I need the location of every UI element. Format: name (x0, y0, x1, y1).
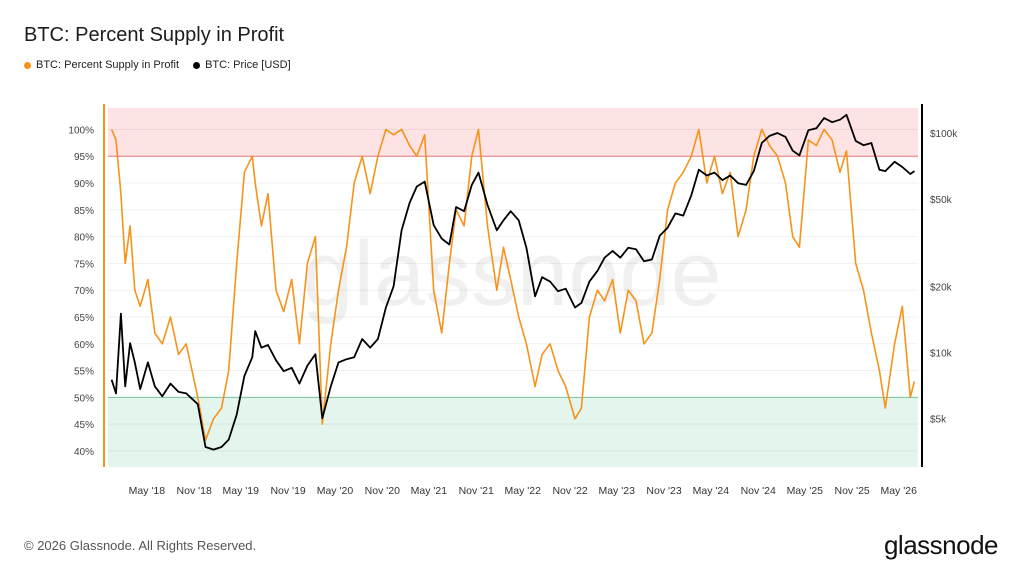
y-left-tick-label: 50% (74, 393, 94, 404)
series-line-btc-price (110, 113, 915, 451)
x-tick-label: May '24 (693, 485, 730, 497)
x-tick-label: Nov '18 (177, 485, 212, 497)
y-right-tick-label: $10k (930, 348, 953, 359)
y-left-tick-label: 40% (74, 447, 94, 458)
y-left-tick-label: 80% (74, 233, 94, 244)
y-left-tick-label: 70% (74, 286, 94, 297)
y-axis-right-ticks: $5k $10k $20k $50k $100k (930, 129, 958, 425)
legend-item-profit[interactable]: BTC: Percent Supply in Profit (24, 59, 179, 71)
x-axis-ticks: May '18 Nov '18 May '19 Nov '19 May '20 Nov '… (129, 485, 917, 497)
legend-swatch-price (193, 61, 201, 69)
series-line-percent-supply-in-profit (110, 128, 916, 442)
x-tick-label: Nov '19 (270, 485, 305, 497)
y-left-tick-label: 60% (74, 340, 94, 351)
y-left-tick-label: 85% (74, 206, 94, 217)
legend-swatch-profit (24, 61, 31, 69)
y-left-tick-label: 95% (74, 152, 94, 163)
legend-item-price[interactable]: BTC: Price [USD] (193, 59, 291, 71)
copyright-text: © 2026 Glassnode. All Rights Reserved. (24, 538, 257, 553)
x-tick-label: May '26 (880, 485, 917, 497)
brand-logo-text: glassnode (883, 530, 999, 560)
watermark-text: glassnode (302, 223, 721, 325)
y-left-tick-label: 55% (74, 367, 94, 378)
x-tick-label: May '23 (598, 485, 635, 497)
chart-title: BTC: Percent Supply in Profit (24, 24, 285, 46)
x-tick-label: Nov '25 (834, 485, 869, 497)
y-axis-left-ticks: 40% 45% 50% 55% 60% 65% 70% 75% 80% 85% 90% 95% 100% (68, 125, 94, 457)
y-right-tick-label: $50k (930, 195, 953, 206)
x-tick-label: May '19 (223, 485, 260, 497)
y-right-tick-label: $5k (930, 414, 947, 425)
x-tick-label: Nov '20 (365, 485, 400, 497)
x-tick-label: May '18 (129, 485, 166, 497)
x-tick-label: Nov '24 (741, 485, 776, 497)
y-left-tick-label: 45% (74, 420, 94, 431)
x-tick-label: May '22 (505, 485, 542, 497)
x-tick-label: Nov '21 (459, 485, 494, 497)
y-left-tick-label: 75% (74, 259, 94, 270)
x-tick-label: May '20 (317, 485, 354, 497)
x-tick-label: May '21 (411, 485, 448, 497)
lower-band (108, 397, 918, 467)
legend-label-profit: BTC: Percent Supply in Profit (36, 59, 180, 71)
y-left-tick-label: 90% (74, 179, 94, 190)
upper-band (108, 108, 918, 157)
y-left-tick-label: 100% (68, 125, 94, 136)
x-tick-label: Nov '23 (646, 485, 681, 497)
y-left-tick-label: 65% (74, 313, 94, 324)
axes (103, 104, 923, 467)
series-group (110, 113, 916, 451)
y-right-tick-label: $20k (930, 282, 953, 293)
x-tick-label: May '25 (787, 485, 824, 497)
legend: BTC: Percent Supply in Profit BTC: Price… (24, 59, 291, 71)
y-right-tick-label: $100k (930, 129, 958, 140)
threshold-bands (108, 108, 918, 467)
legend-label-price: BTC: Price [USD] (205, 59, 291, 71)
x-tick-label: Nov '22 (552, 485, 587, 497)
